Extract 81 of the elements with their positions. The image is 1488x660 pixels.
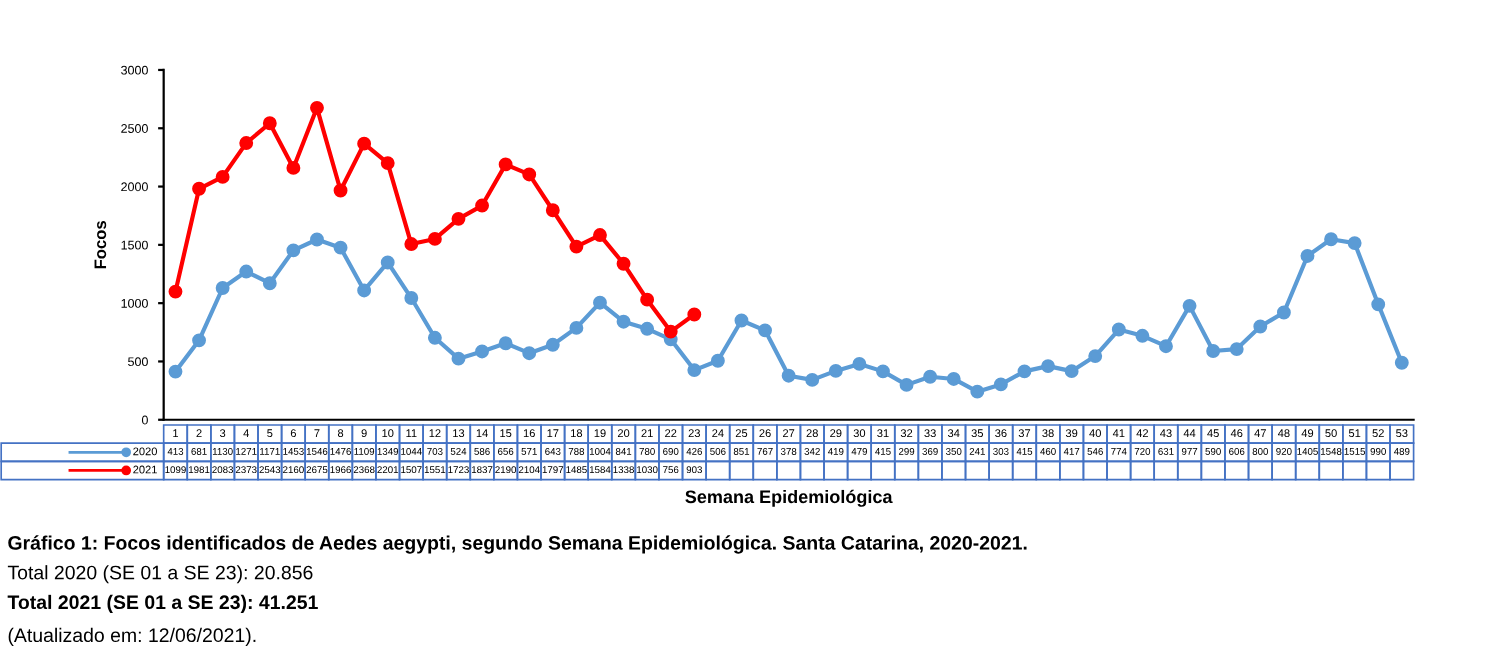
point bbox=[734, 313, 749, 328]
point bbox=[498, 336, 513, 351]
point bbox=[262, 276, 277, 291]
point bbox=[1064, 364, 1079, 379]
point bbox=[1159, 339, 1173, 354]
point bbox=[876, 364, 890, 379]
point bbox=[286, 243, 301, 258]
point bbox=[545, 203, 560, 218]
text: (Atualizado em: 12/06/2021). bbox=[8, 627, 256, 646]
point bbox=[427, 231, 442, 246]
point bbox=[310, 100, 324, 115]
point bbox=[1111, 322, 1126, 337]
point bbox=[380, 156, 395, 171]
point bbox=[1182, 298, 1197, 313]
point bbox=[168, 364, 183, 379]
point bbox=[427, 330, 442, 345]
point bbox=[333, 240, 348, 255]
point bbox=[239, 136, 254, 151]
point bbox=[1041, 359, 1055, 374]
point bbox=[1371, 297, 1386, 312]
point bbox=[1229, 342, 1244, 357]
point bbox=[616, 256, 631, 271]
point bbox=[215, 169, 230, 184]
point bbox=[239, 264, 254, 279]
point bbox=[310, 232, 324, 247]
point bbox=[569, 239, 584, 254]
point bbox=[1206, 344, 1221, 358]
point bbox=[262, 116, 277, 131]
point bbox=[522, 167, 537, 182]
point bbox=[192, 333, 206, 348]
point bbox=[333, 183, 348, 198]
point bbox=[805, 372, 820, 387]
point bbox=[923, 369, 938, 384]
point bbox=[1253, 319, 1268, 334]
point bbox=[852, 356, 867, 371]
point bbox=[758, 323, 772, 338]
point bbox=[710, 353, 725, 368]
point bbox=[946, 372, 961, 386]
point bbox=[1135, 328, 1150, 343]
point bbox=[286, 160, 301, 175]
point bbox=[993, 377, 1008, 392]
point bbox=[475, 198, 489, 213]
point bbox=[781, 368, 796, 383]
point bbox=[1300, 248, 1315, 263]
point bbox=[475, 344, 489, 359]
point bbox=[640, 292, 655, 307]
point bbox=[899, 377, 914, 392]
point bbox=[828, 363, 843, 378]
point bbox=[215, 281, 230, 295]
point bbox=[663, 324, 678, 339]
point bbox=[357, 136, 372, 151]
point bbox=[168, 284, 183, 299]
point bbox=[1324, 232, 1338, 247]
point bbox=[404, 237, 419, 251]
point bbox=[1394, 355, 1409, 370]
point bbox=[640, 321, 655, 336]
text: Total 2020 (SE 01 a SE 23): 20.856 bbox=[7, 565, 313, 584]
point bbox=[687, 363, 702, 378]
point bbox=[522, 346, 537, 361]
point bbox=[451, 211, 466, 226]
point bbox=[192, 181, 206, 196]
point bbox=[593, 295, 607, 310]
text: Total 2021 (SE 01 a SE 23): 41.251 bbox=[7, 594, 318, 613]
point bbox=[451, 351, 466, 366]
point bbox=[1276, 305, 1291, 320]
point bbox=[1017, 364, 1032, 379]
point bbox=[1088, 349, 1103, 364]
point bbox=[687, 307, 702, 322]
point bbox=[380, 255, 395, 270]
point bbox=[970, 384, 985, 399]
x-axis-title: Semana Epidemiológica bbox=[685, 489, 893, 507]
point bbox=[404, 291, 419, 305]
point bbox=[357, 283, 372, 298]
point bbox=[593, 228, 607, 243]
point bbox=[1347, 236, 1362, 251]
y-axis-title: Focos bbox=[94, 221, 107, 269]
text: Gráfico 1: Focos identificados de Aedes aegypti, segundo Semana Epidemiológica. Santa Catarina, 2020-2021. bbox=[8, 535, 1027, 554]
point bbox=[569, 320, 584, 335]
point bbox=[616, 314, 631, 329]
point bbox=[545, 337, 560, 352]
point bbox=[498, 157, 513, 172]
